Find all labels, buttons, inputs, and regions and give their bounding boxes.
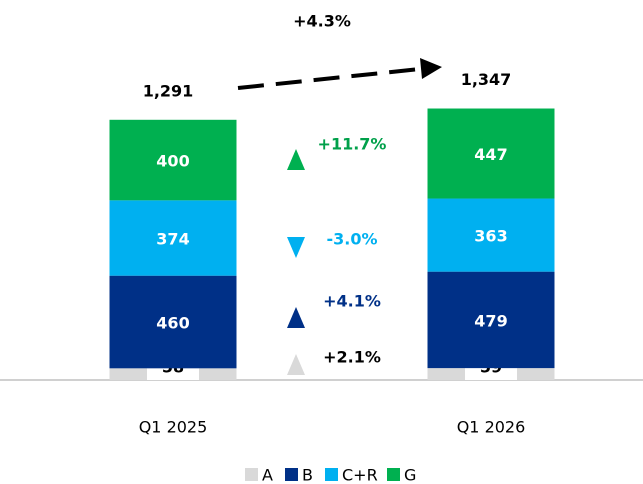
change-label: -3.0% — [326, 230, 377, 249]
total-label: 1,347 — [461, 70, 512, 89]
arrow-head — [420, 58, 442, 79]
change-arrow — [287, 149, 305, 170]
bar-segment — [427, 271, 555, 369]
segment-label: 374 — [156, 230, 189, 249]
bar-segment — [109, 200, 237, 276]
legend-swatch — [245, 468, 258, 481]
bar-segment — [109, 275, 237, 369]
segment-label: 400 — [156, 152, 189, 171]
bar-segment — [427, 108, 555, 199]
legend-label: B — [302, 466, 313, 484]
legend-label: G — [404, 466, 416, 484]
x-tick-label: Q1 2026 — [457, 418, 526, 437]
segment-label: 447 — [474, 145, 507, 164]
total-label: 1,291 — [143, 81, 194, 100]
change-label: +4.1% — [323, 292, 381, 311]
change-arrow — [287, 237, 305, 258]
legend-swatch — [285, 468, 298, 481]
bar-segment — [109, 119, 237, 201]
total-change: +4.3% — [293, 12, 351, 31]
segment-label: 460 — [156, 313, 189, 332]
x-tick-label: Q1 2025 — [139, 418, 208, 437]
change-label: +11.7% — [318, 135, 387, 154]
change-label: +2.1% — [323, 348, 381, 367]
legend-label: A — [262, 466, 273, 484]
segment-label: 479 — [474, 311, 507, 330]
segment-label: 363 — [474, 227, 507, 246]
trend-arrow — [237, 67, 421, 90]
bar-segment — [427, 198, 555, 272]
legend-swatch — [325, 468, 338, 481]
legend-swatch — [387, 468, 400, 481]
change-arrow — [287, 354, 305, 375]
legend-label: C+R — [342, 466, 378, 484]
change-arrow — [287, 307, 305, 328]
